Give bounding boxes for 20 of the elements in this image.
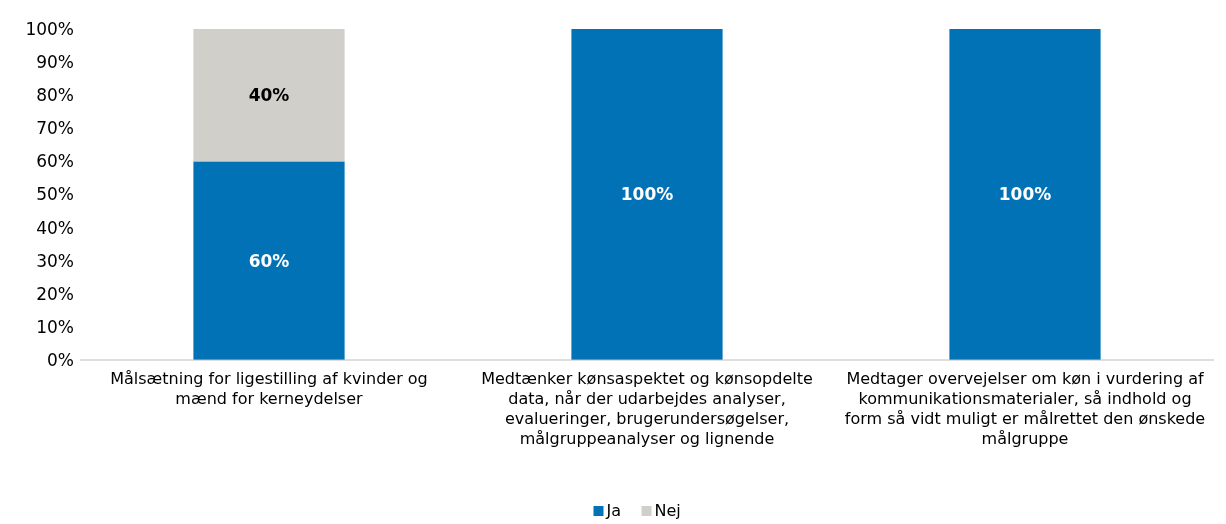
- y-tick-label: 100%: [25, 18, 74, 39]
- legend-label: Ja: [605, 501, 622, 520]
- y-tick-label: 0%: [47, 349, 74, 370]
- data-label: 60%: [248, 250, 290, 271]
- x-tick-label: Målsætning for ligestilling af kvinder og mænd for kerneydelser: [110, 369, 428, 408]
- data-label: 100%: [998, 184, 1052, 205]
- legend-label: Nej: [654, 501, 681, 520]
- y-tick-label: 40%: [36, 217, 74, 238]
- y-tick-label: 10%: [36, 316, 74, 337]
- y-tick-label: 20%: [36, 283, 74, 304]
- x-tick-label: Medtager overvejelser om køn i vurdering af kommunikationsmaterialer, så indhold og form så vidt muligt er målrettet den ønskede målgruppe: [844, 369, 1206, 448]
- y-tick-label: 90%: [36, 52, 74, 73]
- data-label: 40%: [248, 85, 290, 106]
- y-tick-label: 50%: [36, 184, 74, 205]
- y-tick-label: 60%: [36, 151, 74, 172]
- data-label: 100%: [620, 184, 674, 205]
- x-tick-label: Medtænker kønsaspektet og kønsopdelte data, når der udarbejdes analyser, evalueringer, brugerundersøgelser, målgruppeanalyser og lignende: [481, 369, 813, 448]
- y-tick-label: 80%: [36, 85, 74, 106]
- y-tick-label: 70%: [36, 118, 74, 139]
- y-tick-label: 30%: [36, 250, 74, 271]
